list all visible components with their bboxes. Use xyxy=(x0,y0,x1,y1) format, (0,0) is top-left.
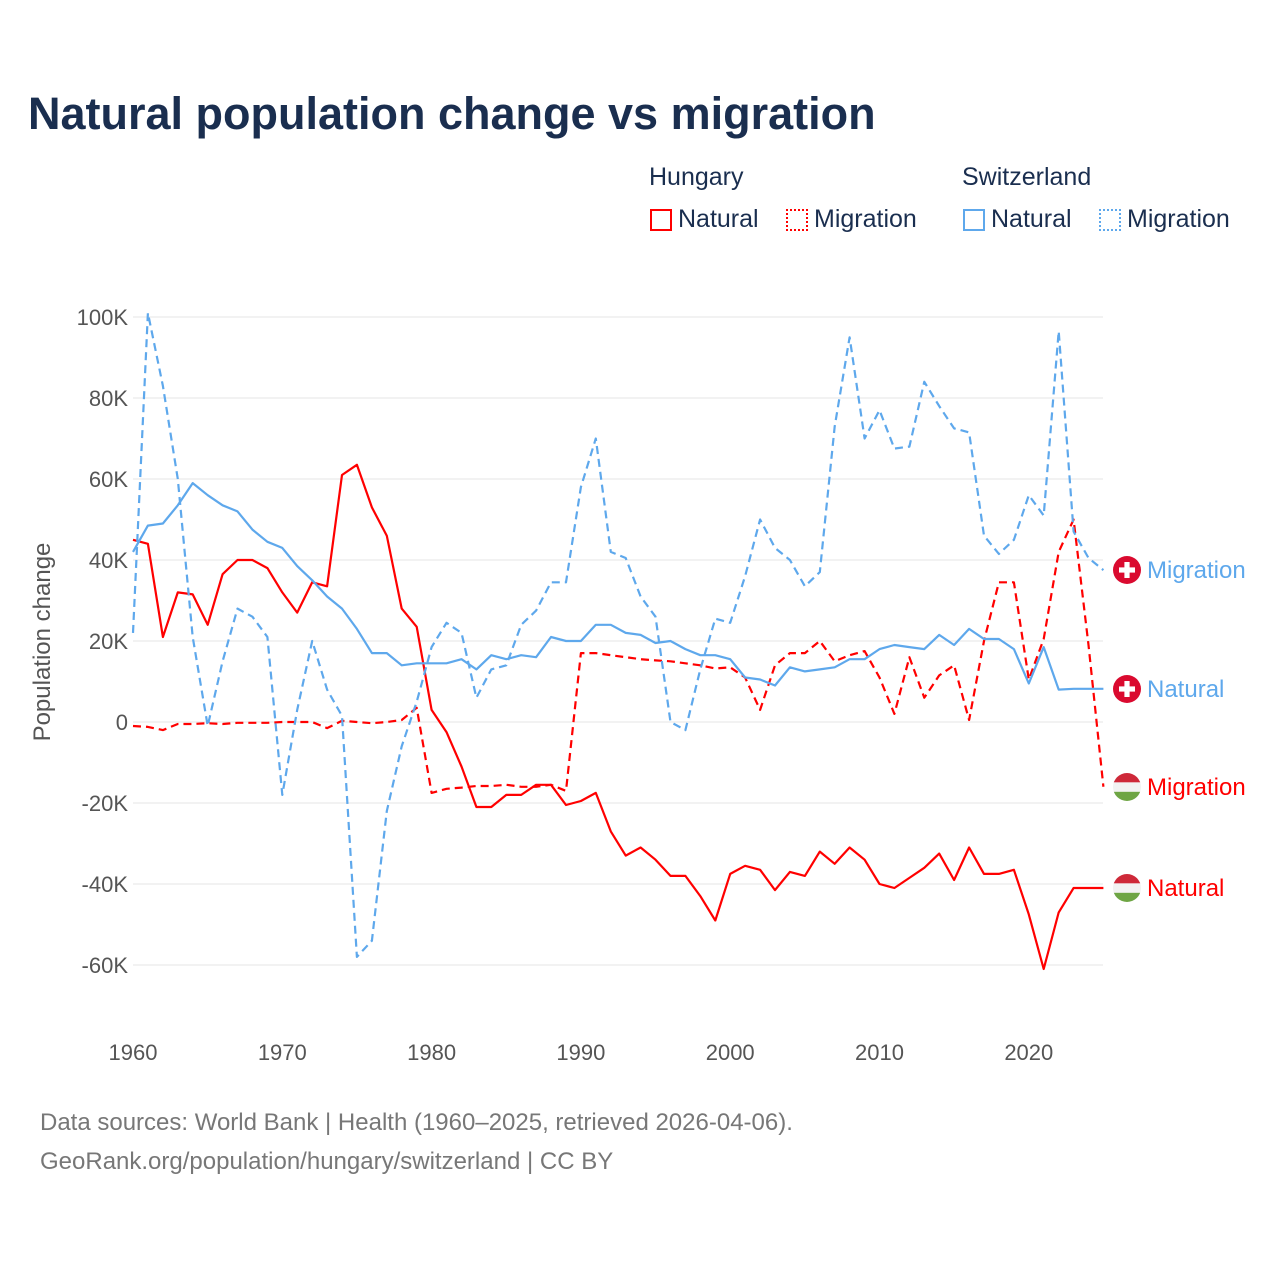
legend-label: Natural xyxy=(678,205,759,233)
chart-title: Natural population change vs migration xyxy=(28,88,876,139)
y-tick-label: 80K xyxy=(89,386,128,411)
x-tick-label: 1960 xyxy=(109,1040,158,1065)
legend-swatch-dotted-blue xyxy=(1099,208,1121,231)
hungary-flag-icon xyxy=(1113,773,1141,801)
y-tick-label: -20K xyxy=(82,791,129,816)
series-line-hungary-natural xyxy=(132,463,1104,971)
y-axis-label: Population change xyxy=(29,543,56,742)
footer-url[interactable]: GeoRank.org/population/hungary/switzerla… xyxy=(40,1148,614,1175)
legend-swatch-dotted-red xyxy=(786,208,808,231)
legend-swatch-solid-red xyxy=(650,208,672,231)
switzerland-flag-icon xyxy=(1113,556,1141,584)
x-tick-label: 1990 xyxy=(556,1040,605,1065)
legend-group-switzerland: Switzerland xyxy=(962,163,1092,191)
y-tick-label: 60K xyxy=(89,467,128,492)
legend-label: Natural xyxy=(991,205,1072,233)
legend-switzerland-natural[interactable]: Natural xyxy=(963,205,1072,234)
legend-group-hungary: Hungary xyxy=(649,163,744,191)
x-tick-label: 2010 xyxy=(855,1040,904,1065)
legend-swatch-solid-blue xyxy=(963,208,985,231)
y-tick-label: 0 xyxy=(116,710,128,735)
end-label-hungary-natural: Natural xyxy=(1147,875,1224,902)
end-label-switzerland-natural: Natural xyxy=(1147,676,1224,703)
x-tick-label: 1970 xyxy=(258,1040,307,1065)
y-tick-label: 100K xyxy=(77,305,129,330)
switzerland-flag-icon xyxy=(1113,675,1141,703)
x-tick-label: 1980 xyxy=(407,1040,456,1065)
y-tick-label: 20K xyxy=(89,629,128,654)
series-line-switzerland-migration xyxy=(131,311,1105,959)
legend-hungary-natural[interactable]: Natural xyxy=(650,205,759,234)
y-tick-label: -40K xyxy=(82,872,129,897)
series-line-switzerland-natural xyxy=(132,482,1104,691)
legend-switzerland-migration[interactable]: Migration xyxy=(1099,205,1230,234)
end-label-switzerland-migration: Migration xyxy=(1147,557,1246,584)
y-tick-label: -60K xyxy=(82,953,129,978)
y-tick-label: 40K xyxy=(89,548,128,573)
legend-hungary-migration[interactable]: Migration xyxy=(786,205,917,234)
legend-label: Migration xyxy=(814,205,917,233)
end-label-hungary-migration: Migration xyxy=(1147,774,1246,801)
x-tick-label: 2020 xyxy=(1004,1040,1053,1065)
footer-sources: Data sources: World Bank | Health (1960–… xyxy=(40,1109,793,1136)
legend-label: Migration xyxy=(1127,205,1230,233)
hungary-flag-icon xyxy=(1113,874,1141,902)
x-tick-label: 2000 xyxy=(706,1040,755,1065)
